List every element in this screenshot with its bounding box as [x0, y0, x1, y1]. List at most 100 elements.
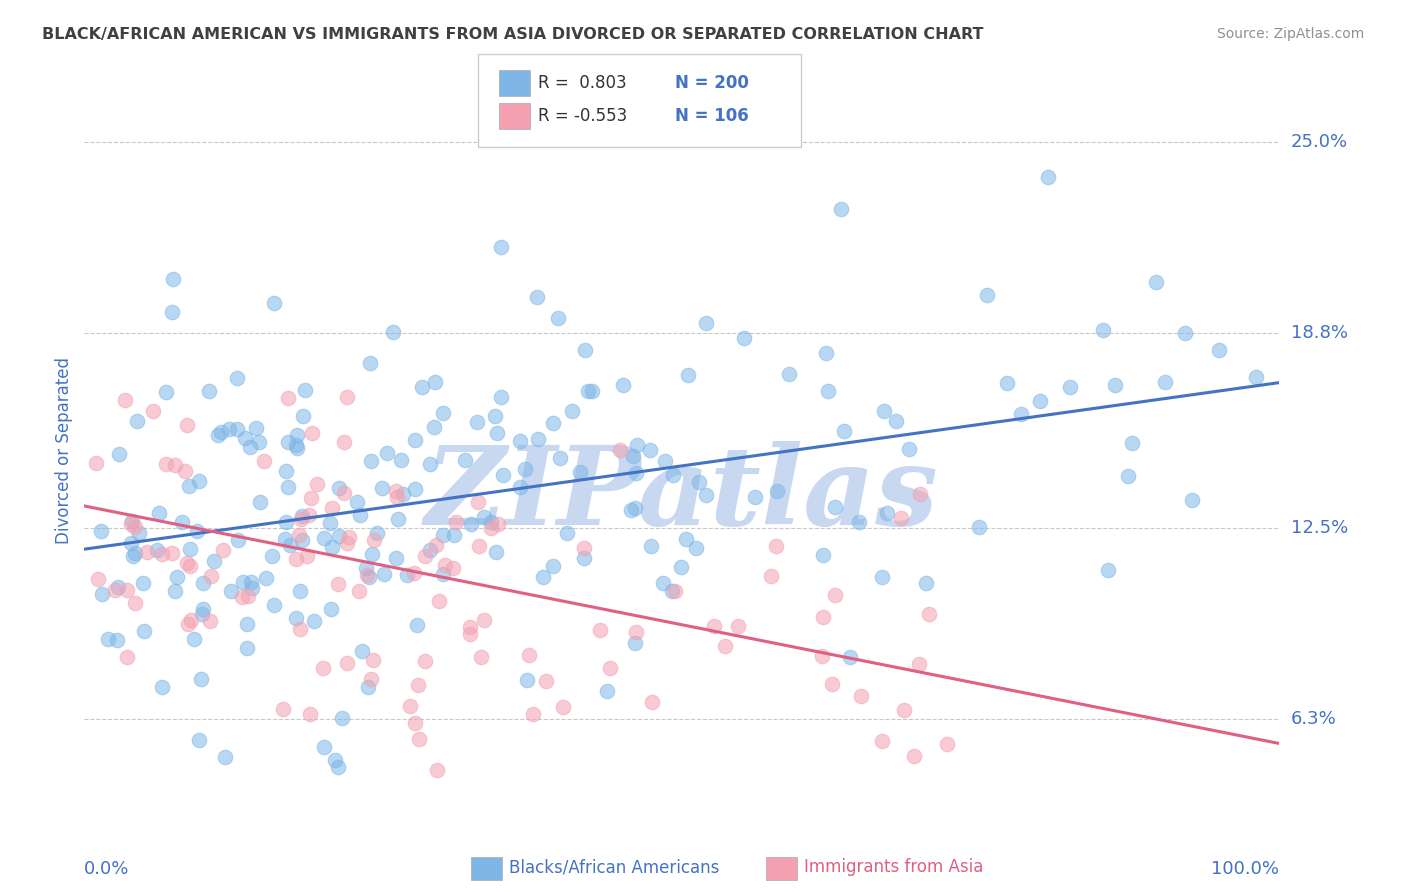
Point: [146, 542, 169, 557]
Point: [357, 569, 380, 583]
Point: [366, 526, 388, 541]
Point: [727, 619, 749, 633]
Point: [132, 624, 155, 638]
Point: [813, 548, 835, 562]
Point: [301, 425, 323, 440]
Point: [555, 526, 578, 541]
Point: [236, 640, 259, 655]
Point: [589, 623, 612, 637]
Point: [160, 305, 183, 319]
Point: [596, 684, 619, 698]
Point: [870, 734, 893, 748]
Point: [1036, 169, 1059, 184]
Point: [274, 532, 297, 546]
Point: [678, 368, 700, 383]
Point: [337, 530, 360, 544]
Point: [415, 654, 437, 668]
Point: [288, 528, 311, 542]
Point: [612, 377, 634, 392]
Point: [574, 343, 596, 358]
Point: [404, 716, 426, 731]
Point: [295, 549, 318, 563]
Point: [1091, 323, 1114, 337]
Point: [778, 367, 800, 381]
Point: [314, 531, 336, 545]
Point: [848, 515, 870, 529]
Point: [1154, 375, 1177, 389]
Point: [233, 431, 256, 445]
Point: [576, 384, 599, 399]
Point: [444, 515, 467, 529]
Point: [765, 539, 787, 553]
Point: [413, 549, 436, 563]
Point: [363, 533, 385, 547]
Point: [664, 583, 686, 598]
Point: [419, 543, 441, 558]
Point: [136, 545, 159, 559]
Point: [402, 566, 425, 580]
Point: [640, 539, 662, 553]
Point: [240, 582, 263, 596]
Point: [104, 582, 127, 597]
Point: [105, 633, 128, 648]
Point: [392, 487, 415, 501]
Point: [486, 426, 509, 441]
Point: [486, 516, 509, 531]
Point: [284, 438, 307, 452]
Point: [328, 481, 350, 495]
Point: [406, 618, 429, 632]
Point: [411, 379, 433, 393]
Point: [120, 535, 142, 549]
Point: [285, 428, 308, 442]
Point: [509, 480, 531, 494]
Point: [489, 239, 512, 253]
Point: [247, 435, 270, 450]
Point: [572, 550, 595, 565]
Text: R =  0.803: R = 0.803: [538, 74, 627, 92]
Point: [624, 624, 647, 639]
Point: [695, 316, 717, 330]
Point: [294, 383, 316, 397]
Point: [1010, 407, 1032, 421]
Point: [621, 449, 644, 463]
Point: [115, 583, 138, 598]
Point: [319, 516, 342, 530]
Point: [302, 615, 325, 629]
Point: [759, 569, 782, 583]
Point: [180, 613, 202, 627]
Point: [163, 584, 186, 599]
Point: [162, 272, 184, 286]
Point: [688, 475, 710, 490]
Point: [1121, 435, 1143, 450]
Point: [128, 526, 150, 541]
Point: [619, 503, 641, 517]
Point: [276, 464, 298, 478]
Point: [695, 488, 717, 502]
Point: [434, 558, 457, 573]
Point: [830, 202, 852, 216]
Text: ZIPatlas: ZIPatlas: [425, 442, 939, 549]
Point: [285, 552, 308, 566]
Point: [277, 480, 299, 494]
Point: [1104, 378, 1126, 392]
Point: [408, 731, 430, 746]
Point: [832, 425, 855, 439]
Point: [326, 577, 349, 591]
Point: [219, 583, 242, 598]
Text: 18.8%: 18.8%: [1291, 324, 1347, 343]
Text: Source: ZipAtlas.com: Source: ZipAtlas.com: [1216, 27, 1364, 41]
Point: [876, 506, 898, 520]
Point: [214, 750, 236, 764]
Point: [903, 749, 925, 764]
Point: [323, 753, 346, 767]
Point: [460, 620, 482, 634]
Point: [312, 661, 335, 675]
Point: [166, 570, 188, 584]
Point: [150, 547, 173, 561]
Point: [385, 490, 408, 504]
Point: [236, 617, 259, 632]
Point: [821, 677, 844, 691]
Point: [1244, 369, 1267, 384]
Point: [225, 371, 247, 385]
Point: [893, 703, 915, 717]
